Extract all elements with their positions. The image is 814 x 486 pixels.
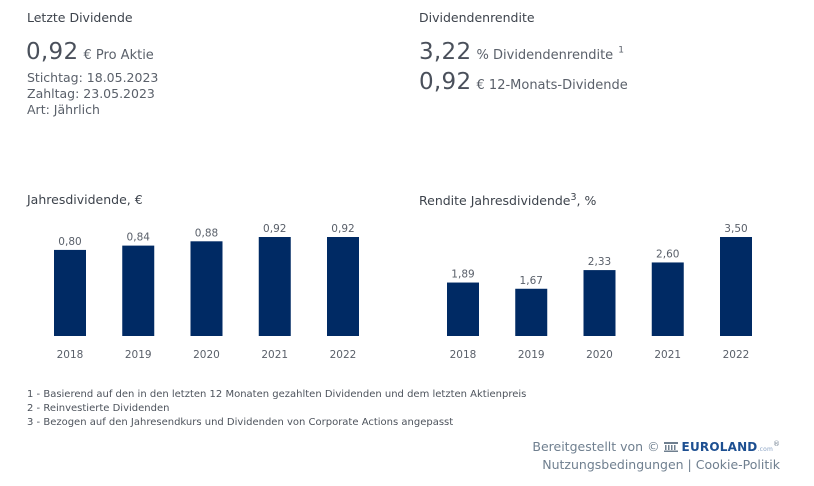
cookie-policy-link[interactable]: Cookie-Politik bbox=[695, 457, 780, 472]
yield-chart-title-text: Rendite Jahresdividende bbox=[419, 193, 571, 209]
bar-2019[interactable] bbox=[515, 288, 548, 336]
data-label-2018: 0,80 bbox=[58, 236, 81, 248]
euroland-logo[interactable]: EUROLAND.com® bbox=[663, 439, 780, 454]
bar-2020[interactable] bbox=[583, 270, 616, 336]
data-label-2019: 0,84 bbox=[127, 232, 151, 244]
dividend-yield-unit: % Dividendenrendite bbox=[476, 48, 614, 63]
data-label-2020: 2,33 bbox=[588, 256, 611, 268]
bar-2021[interactable] bbox=[258, 237, 291, 336]
data-label-2020: 0,88 bbox=[195, 227, 218, 239]
legal-links: Nutzungsbedingungen | Cookie-Politik bbox=[542, 457, 780, 472]
data-label-2021: 0,92 bbox=[263, 223, 286, 235]
bar-2019[interactable] bbox=[122, 245, 155, 336]
bar-2018[interactable] bbox=[54, 249, 86, 336]
dividend-type: Art: Jährlich bbox=[27, 102, 100, 117]
dividend-yield-row: 3,22 % Dividendenrendite 1 bbox=[419, 39, 624, 65]
footnote-3: 3 - Bezogen auf den Jahresendkurs und Di… bbox=[27, 417, 454, 428]
bar-2022[interactable] bbox=[327, 237, 359, 336]
terms-link[interactable]: Nutzungsbedingungen bbox=[542, 457, 684, 472]
dividend-yield-footnote: 1 bbox=[618, 45, 624, 56]
registered-mark: ® bbox=[773, 439, 780, 448]
x-tick-2020: 2020 bbox=[586, 349, 613, 361]
footnote-1: 1 - Basierend auf den in den letzten 12 … bbox=[27, 389, 527, 400]
last-dividend-value-row: 0,92 € Pro Aktie bbox=[26, 39, 154, 65]
x-tick-2022: 2022 bbox=[723, 349, 750, 361]
ttm-dividend-unit: € 12-Monats-Dividende bbox=[476, 78, 628, 93]
credit-line: Bereitgestellt von © EUROLAND.com® bbox=[532, 439, 780, 454]
x-tick-2021: 2021 bbox=[261, 349, 288, 361]
pay-date: Zahltag: 23.05.2023 bbox=[27, 86, 155, 101]
data-label-2021: 2,60 bbox=[656, 248, 679, 260]
x-tick-2018: 2018 bbox=[450, 349, 477, 361]
bar-2018[interactable] bbox=[447, 282, 479, 336]
record-date: Stichtag: 18.05.2023 bbox=[27, 70, 159, 85]
museum-icon bbox=[663, 442, 678, 452]
annual-dividend-chart-title: Jahresdividende, € bbox=[27, 192, 143, 207]
data-label-2022: 0,92 bbox=[331, 223, 354, 235]
x-tick-2022: 2022 bbox=[330, 349, 357, 361]
bar-2021[interactable] bbox=[651, 262, 684, 336]
footnote-2: 2 - Reinvestierte Dividenden bbox=[27, 403, 170, 414]
x-tick-2019: 2019 bbox=[125, 349, 152, 361]
yield-chart-title-suffix: , % bbox=[576, 193, 597, 209]
euroland-brand: EUROLAND bbox=[681, 440, 758, 454]
ttm-dividend-row: 0,92 € 12-Monats-Dividende bbox=[419, 69, 628, 95]
euroland-brand-suffix: .com bbox=[757, 446, 773, 453]
x-tick-2018: 2018 bbox=[57, 349, 84, 361]
ttm-dividend-value: 0,92 bbox=[419, 69, 472, 95]
data-label-2019: 1,67 bbox=[520, 275, 543, 287]
x-tick-2021: 2021 bbox=[654, 349, 681, 361]
x-tick-2020: 2020 bbox=[193, 349, 220, 361]
dividend-yield-title: Dividendenrendite bbox=[419, 10, 535, 25]
dividend-yield-chart: 1,89 2018 1,67 2019 2,33 2020 2,60 2021 3,50 2022 bbox=[447, 223, 752, 361]
link-separator: | bbox=[687, 457, 692, 472]
last-dividend-unit: € Pro Aktie bbox=[83, 48, 154, 63]
bar-2020[interactable] bbox=[190, 241, 223, 336]
yield-chart-title: Rendite Jahresdividende3, % bbox=[419, 192, 596, 208]
data-label-2022: 3,50 bbox=[724, 223, 747, 235]
footnotes: 1 - Basierend auf den in den letzten 12 … bbox=[27, 388, 526, 430]
dividend-yield-value: 3,22 bbox=[419, 39, 472, 65]
provided-by-text: Bereitgestellt von © bbox=[532, 439, 660, 454]
annual-dividend-chart: 0,80 2018 0,84 2019 0,88 2020 0,92 2021 0,92 2022 bbox=[54, 223, 359, 361]
yield-chart-title-footnote: 3 bbox=[570, 192, 577, 203]
data-label-2018: 1,89 bbox=[451, 269, 474, 281]
last-dividend-value: 0,92 bbox=[26, 39, 79, 65]
x-tick-2019: 2019 bbox=[518, 349, 545, 361]
bar-2022[interactable] bbox=[720, 237, 752, 336]
last-dividend-title: Letzte Dividende bbox=[27, 10, 133, 25]
